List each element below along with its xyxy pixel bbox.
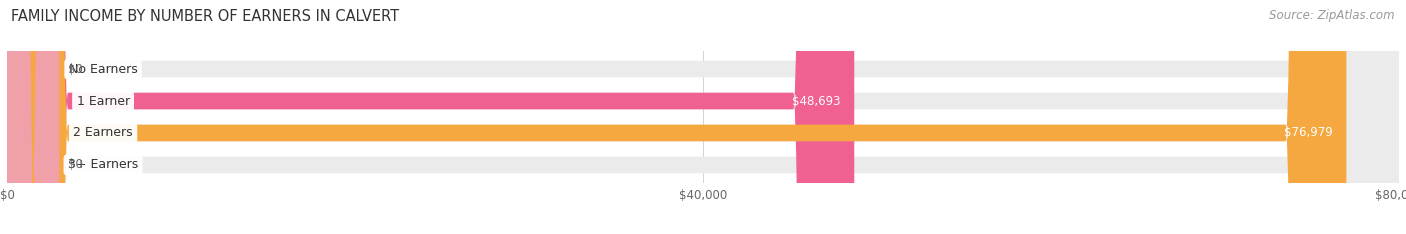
FancyBboxPatch shape bbox=[7, 0, 59, 234]
FancyBboxPatch shape bbox=[7, 0, 59, 234]
Text: FAMILY INCOME BY NUMBER OF EARNERS IN CALVERT: FAMILY INCOME BY NUMBER OF EARNERS IN CA… bbox=[11, 9, 399, 24]
FancyBboxPatch shape bbox=[7, 0, 1399, 234]
Text: 1 Earner: 1 Earner bbox=[76, 95, 129, 107]
Text: $0: $0 bbox=[67, 62, 83, 76]
Text: 2 Earners: 2 Earners bbox=[73, 127, 134, 139]
FancyBboxPatch shape bbox=[7, 0, 1399, 234]
Text: No Earners: No Earners bbox=[69, 62, 138, 76]
Text: Source: ZipAtlas.com: Source: ZipAtlas.com bbox=[1270, 9, 1395, 22]
Text: $0: $0 bbox=[67, 158, 83, 172]
FancyBboxPatch shape bbox=[7, 0, 855, 234]
Text: $48,693: $48,693 bbox=[792, 95, 841, 107]
Text: $76,979: $76,979 bbox=[1284, 127, 1333, 139]
Text: 3+ Earners: 3+ Earners bbox=[67, 158, 138, 172]
FancyBboxPatch shape bbox=[7, 0, 1399, 234]
FancyBboxPatch shape bbox=[7, 0, 1399, 234]
FancyBboxPatch shape bbox=[7, 0, 1347, 234]
